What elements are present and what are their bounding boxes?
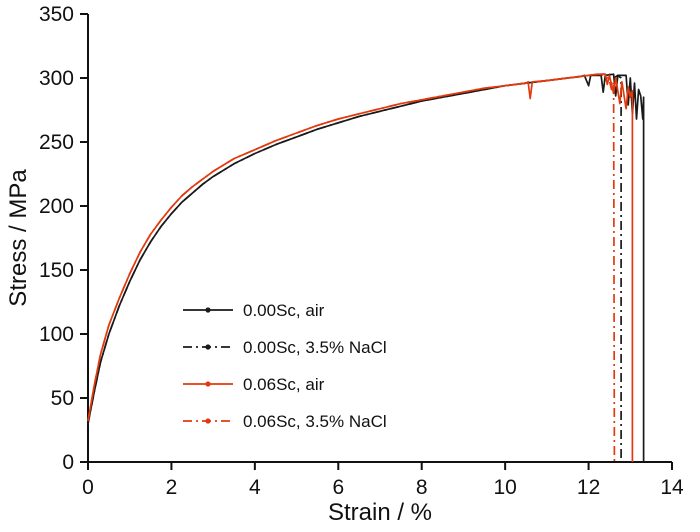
legend-label: 0.06Sc, 3.5% NaCl — [243, 412, 387, 431]
axis-lines — [87, 14, 672, 463]
legend-item: 0.06Sc, air — [183, 375, 325, 394]
legend-label: 0.06Sc, air — [243, 375, 325, 394]
legend-label: 0.00Sc, 3.5% NaCl — [243, 338, 387, 357]
x-tick-label: 8 — [416, 476, 428, 499]
legend-item: 0.00Sc, air — [183, 301, 325, 320]
y-tick-label: 50 — [51, 387, 74, 410]
series-line-0-00sc-air — [87, 73, 645, 462]
legend-item: 0.00Sc, 3.5% NaCl — [183, 338, 387, 357]
legend-label: 0.00Sc, air — [243, 301, 325, 320]
legend-marker-dot — [205, 307, 211, 313]
series-line-0-06sc-air — [87, 73, 634, 462]
x-tick-label: 6 — [332, 476, 344, 499]
axes — [87, 14, 672, 463]
y-tick-label: 350 — [39, 3, 74, 26]
y-tick-label: 200 — [39, 195, 74, 218]
legend: 0.00Sc, air 0.00Sc, 3.5% NaCl 0.06Sc, air 0… — [183, 301, 387, 431]
x-axis-label: Strain / % — [328, 499, 432, 526]
legend-marker-dot — [205, 418, 211, 424]
y-tick-label: 300 — [39, 67, 74, 90]
y-axis-label: Stress / MPa — [5, 169, 32, 307]
y-tick-label: 250 — [39, 131, 74, 154]
data-series — [87, 73, 645, 463]
x-tick-label: 12 — [577, 476, 600, 499]
x-tick-label: 0 — [82, 476, 94, 499]
legend-marker-dot — [205, 344, 211, 350]
x-tick-label: 2 — [166, 476, 178, 499]
y-tick-label: 150 — [39, 259, 74, 282]
series-line-0-00sc-3-5-nacl — [87, 73, 622, 462]
x-tick-label: 10 — [493, 476, 516, 499]
series-line-0-06sc-3-5-nacl — [87, 73, 616, 463]
legend-item: 0.06Sc, 3.5% NaCl — [183, 412, 387, 431]
x-tick-label: 4 — [249, 476, 261, 499]
x-tick-label: 14 — [660, 476, 684, 499]
y-tick-label: 100 — [39, 323, 74, 346]
tick-marks-and-labels: 0 2 4 6 8 10 12 14 0 50 100 150 200 250 300 350 — [39, 3, 684, 499]
legend-marker-dot — [205, 381, 211, 387]
y-tick-label: 0 — [62, 451, 74, 474]
